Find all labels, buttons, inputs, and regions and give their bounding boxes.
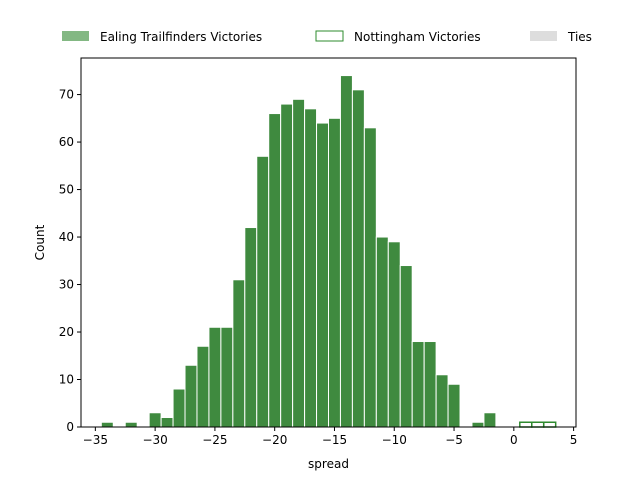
bar-ealing-17 [328,117,341,428]
bar-ealing-29 [483,412,497,428]
bar-ealing-20 [363,127,377,428]
bar-ealing-6 [196,345,210,428]
bar-ealing-13 [280,103,294,428]
bar-nottingham-0 [519,421,533,428]
bar-ealing-24 [411,341,425,428]
legend-swatch [530,31,557,41]
x-tick-label: −30 [142,433,167,447]
legend-label: Ties [567,30,592,44]
bar-ealing-18 [339,75,353,428]
y-axis: 0 10 20 30 40 50 60 70 [59,88,81,434]
bar-ealing-11 [256,155,270,428]
bar-ealing-5 [184,364,198,428]
bar-nottingham-1 [531,421,545,428]
bar-ealing-19 [351,89,365,428]
y-tick-label: 50 [59,183,74,197]
bar-ealing-0 [100,421,114,428]
x-tick-label: −10 [382,433,407,447]
bar-ealing-9 [232,279,246,428]
bar-ealing-7 [208,326,222,428]
bar-ealing-4 [172,388,186,428]
bar-ealing-15 [304,108,318,428]
y-tick-label: 70 [59,88,74,102]
legend-swatch [315,30,344,42]
bar-ealing-22 [387,241,401,428]
legend-label: Ealing Trailfinders Victories [100,30,262,44]
x-tick-label: −35 [83,433,108,447]
x-tick-label: −25 [202,433,227,447]
bar-ealing-3 [160,417,174,428]
bar-ealing-28 [471,421,485,428]
bar-ealing-2 [148,412,162,428]
y-tick-label: 10 [59,373,74,387]
x-tick-label: 0 [510,433,518,447]
x-tick-label: −15 [322,433,347,447]
x-axis-label: spread [308,457,349,471]
x-tick-label: −5 [445,433,463,447]
legend-swatch [62,31,89,41]
bar-ealing-8 [220,326,234,428]
x-tick-label: 5 [570,433,578,447]
bar-ealing-26 [435,374,449,428]
bar-ealing-21 [375,236,389,428]
bar-ealing-12 [268,113,282,428]
x-axis: −35 −30 −25 −20 −15 −10 −5 0 5 [83,427,578,447]
bar-ealing-1 [124,421,138,428]
bar-ealing-25 [423,341,437,428]
y-tick-label: 40 [59,230,74,244]
bar-ealing-16 [316,122,330,428]
bar-ealing-27 [447,383,461,428]
legend: Ealing Trailfinders Victories Nottingham … [62,30,592,44]
y-tick-label: 60 [59,135,74,149]
bar-ealing-10 [244,227,258,428]
legend-label: Nottingham Victories [354,30,481,44]
y-tick-label: 20 [59,325,74,339]
bars-layer [100,75,557,428]
y-tick-label: 0 [66,420,74,434]
plot-frame [80,57,577,428]
bar-ealing-14 [292,98,306,428]
y-tick-label: 30 [59,278,74,292]
bar-nottingham-2 [542,421,557,428]
bar-ealing-23 [399,265,413,428]
y-axis-label: Count [33,224,47,260]
x-tick-label: −20 [262,433,287,447]
